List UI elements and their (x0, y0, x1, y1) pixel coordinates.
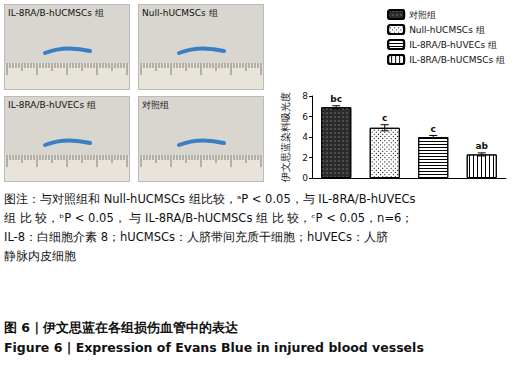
svg-text:c: c (431, 124, 436, 134)
svg-text:IL-8RA/B-hUVECs 组: IL-8RA/B-hUVECs 组 (409, 40, 497, 50)
svg-text:ab: ab (475, 141, 488, 151)
svg-text:0: 0 (302, 173, 308, 183)
svg-text:4: 4 (302, 132, 308, 142)
html-text:组 比 较，ᵇP < 0.05， 与 IL-8RA/B-hU: 组 比 较，ᵇP < 0.05， 与 IL-8RA/B-hUCMSCs 组 比 … (4, 211, 414, 225)
html-text:IL-8RA/B-hUCMSCs 组: IL-8RA/B-hUCMSCs 组 (8, 8, 104, 18)
html-text:Figure 6 | Expression of Evans: Figure 6 | Expression of Evans Blue in i… (4, 340, 424, 355)
svg-text:bc: bc (330, 94, 342, 104)
svg-text:伊文思蓝染料吸光度: 伊文思蓝染料吸光度 (280, 92, 291, 182)
html-text:图注：与对照组和 Null-hUCMSCs 组比较，ᵃP <: 图注：与对照组和 Null-hUCMSCs 组比较，ᵃP < 0.05，与 IL… (4, 192, 416, 206)
html-text:IL-8：白细胞介素 8；hUCMSCs：人脐带间充质干细胞: IL-8：白细胞介素 8；hUCMSCs：人脐带间充质干细胞；hUVECs：人脐 (4, 230, 388, 244)
html-text:IL-8RA/B-hUVECs 组: IL-8RA/B-hUVECs 组 (8, 100, 96, 110)
svg-text:6: 6 (302, 112, 308, 122)
svg-text:Null-hUCMSCs 组: Null-hUCMSCs 组 (409, 25, 485, 35)
svg-text:对照组: 对照组 (409, 10, 436, 20)
svg-text:IL-8RA/B-hUCMSCs 组: IL-8RA/B-hUCMSCs 组 (409, 55, 505, 65)
svg-text:c: c (382, 113, 387, 123)
html-text:Null-hUCMSCs 组: Null-hUCMSCs 组 (142, 8, 218, 18)
svg-text:2: 2 (302, 153, 308, 163)
html-text:图 6 | 伊文思蓝在各组损伤血管中的表达: 图 6 | 伊文思蓝在各组损伤血管中的表达 (4, 320, 239, 335)
html-text:对照组: 对照组 (142, 100, 169, 110)
html-text:静脉内皮细胞: 静脉内皮细胞 (4, 249, 76, 263)
svg-text:8: 8 (302, 91, 308, 101)
